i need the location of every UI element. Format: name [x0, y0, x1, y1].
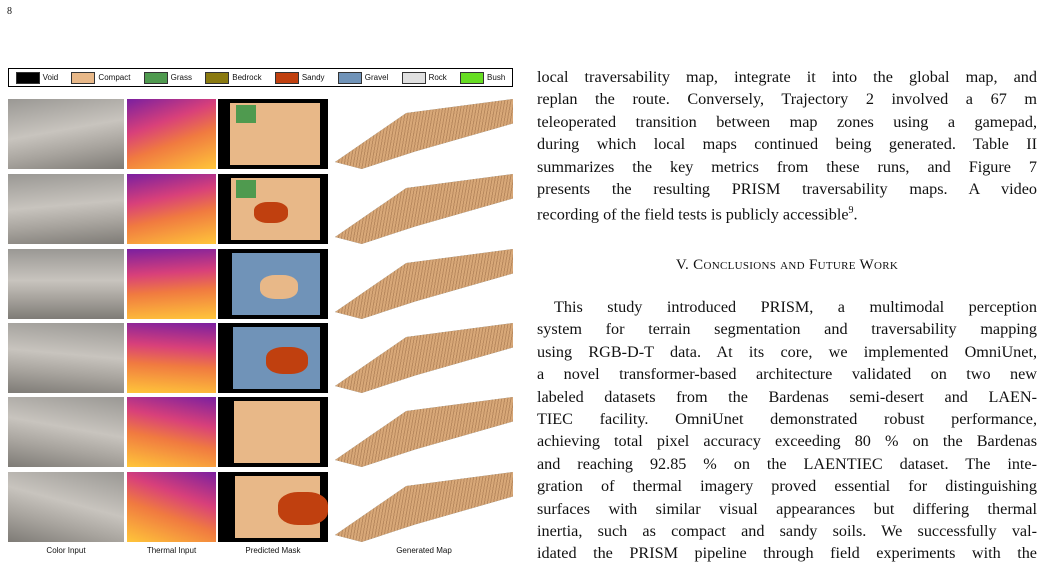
figure-legend: Void Compact Grass Bedrock Sandy Gravel Rock Bu…: [8, 68, 513, 87]
text: recording of the field tests is publicly…: [537, 205, 849, 224]
text-line: summarizes the key metrics from these ru…: [537, 157, 1037, 176]
text-line: a novel transformer-based architecture v…: [537, 365, 1037, 384]
legend-swatch: [274, 71, 299, 84]
legend-item: Sandy: [274, 71, 325, 84]
text-line: and reaching 92.85 % on the LAENTIEC dat…: [537, 454, 1037, 473]
color-image: [8, 397, 124, 467]
legend-swatch: [143, 71, 168, 84]
mask-image: [218, 174, 328, 244]
map-image: [335, 323, 513, 393]
thermal-image: [127, 249, 216, 319]
legend-swatch: [337, 71, 362, 84]
legend-label: Grass: [170, 73, 193, 82]
map-image: [335, 472, 513, 542]
page-number: 8: [7, 6, 12, 17]
text-line: local traversability map, integrate it i…: [537, 68, 1037, 86]
text-line: TIEC facility. OmniUnet demonstrated rob…: [537, 410, 1037, 428]
mask-region: [266, 347, 308, 374]
column-label: Generated Map: [396, 546, 452, 555]
text-line: presents the resulting PRISM traversabil…: [537, 180, 1037, 198]
legend-label: Bush: [487, 73, 506, 82]
text-line: during which local maps continued being …: [537, 135, 1037, 154]
mask-region: [248, 129, 278, 147]
text-line: gration of thermal imagery proved essent…: [537, 477, 1037, 496]
legend-label: Sandy: [301, 73, 325, 82]
thermal-image: [127, 397, 216, 467]
legend-item: Void: [15, 71, 59, 84]
color-image: [8, 174, 124, 244]
legend-swatch: [15, 71, 40, 84]
legend-swatch: [205, 71, 230, 84]
mask-image: [218, 472, 328, 542]
color-image: [8, 249, 124, 319]
legend-label: Gravel: [364, 73, 389, 82]
text-line: recording of the field tests is publicly…: [537, 200, 1037, 226]
mask-region: [278, 492, 328, 525]
legend-item: Gravel: [337, 71, 389, 84]
map-image: [335, 99, 513, 169]
legend-swatch: [460, 71, 485, 84]
legend-swatch: [71, 71, 96, 84]
legend-label: Bedrock: [232, 73, 262, 82]
section-heading: V. Conclusions and Future Work: [675, 257, 899, 273]
text: .: [853, 205, 858, 224]
text-line: surfaces with similar visual appearances…: [537, 499, 1037, 518]
text-line: achieving total pixel accuracy exceeding…: [537, 432, 1037, 451]
mask-image: [218, 397, 328, 467]
mask-image: [218, 99, 328, 169]
mask-image: [218, 323, 328, 393]
mask-region: [260, 275, 298, 299]
map-image: [335, 249, 513, 319]
legend-swatch: [401, 71, 426, 84]
mask-region: [272, 419, 318, 449]
thermal-image: [127, 472, 216, 542]
mask-region: [236, 105, 256, 123]
legend-item: Compact: [71, 71, 131, 84]
map-image: [335, 397, 513, 467]
color-image: [8, 472, 124, 542]
text-line: teleoperated transition between map zone…: [537, 112, 1037, 131]
text-line: using RGB-D-T data. At its core, we impl…: [537, 342, 1037, 361]
legend-item: Grass: [143, 71, 193, 84]
legend-item: Bush: [460, 71, 506, 84]
thermal-image: [127, 323, 216, 393]
footnote-mark: 9: [848, 205, 854, 217]
text-line: This study introduced PRISM, a multimoda…: [554, 298, 1037, 316]
text-line: system for terrain segmentation and trav…: [537, 320, 1037, 339]
mask-region: [254, 202, 288, 223]
text-line: idated the PRISM pipeline through field …: [537, 544, 1037, 563]
mask-region: [236, 180, 256, 198]
thermal-image: [127, 174, 216, 244]
text-line: inertia, such as compact and sandy soils…: [537, 522, 1037, 540]
mask-image: [218, 249, 328, 319]
legend-label: Compact: [98, 73, 131, 82]
text-line: replan the route. Conversely, Trajectory…: [537, 90, 1037, 109]
legend-label: Void: [42, 73, 59, 82]
column-label: Thermal Input: [146, 546, 197, 555]
map-image: [335, 174, 513, 244]
legend-item: Bedrock: [205, 71, 262, 84]
text-line: labeled datasets from the Bardenas semi-…: [537, 387, 1037, 406]
legend-item: Rock: [401, 71, 447, 84]
column-label: Color Input: [46, 546, 86, 555]
color-image: [8, 99, 124, 169]
legend-label: Rock: [428, 73, 447, 82]
column-label: Predicted Mask: [245, 546, 301, 555]
color-image: [8, 323, 124, 393]
thermal-image: [127, 99, 216, 169]
